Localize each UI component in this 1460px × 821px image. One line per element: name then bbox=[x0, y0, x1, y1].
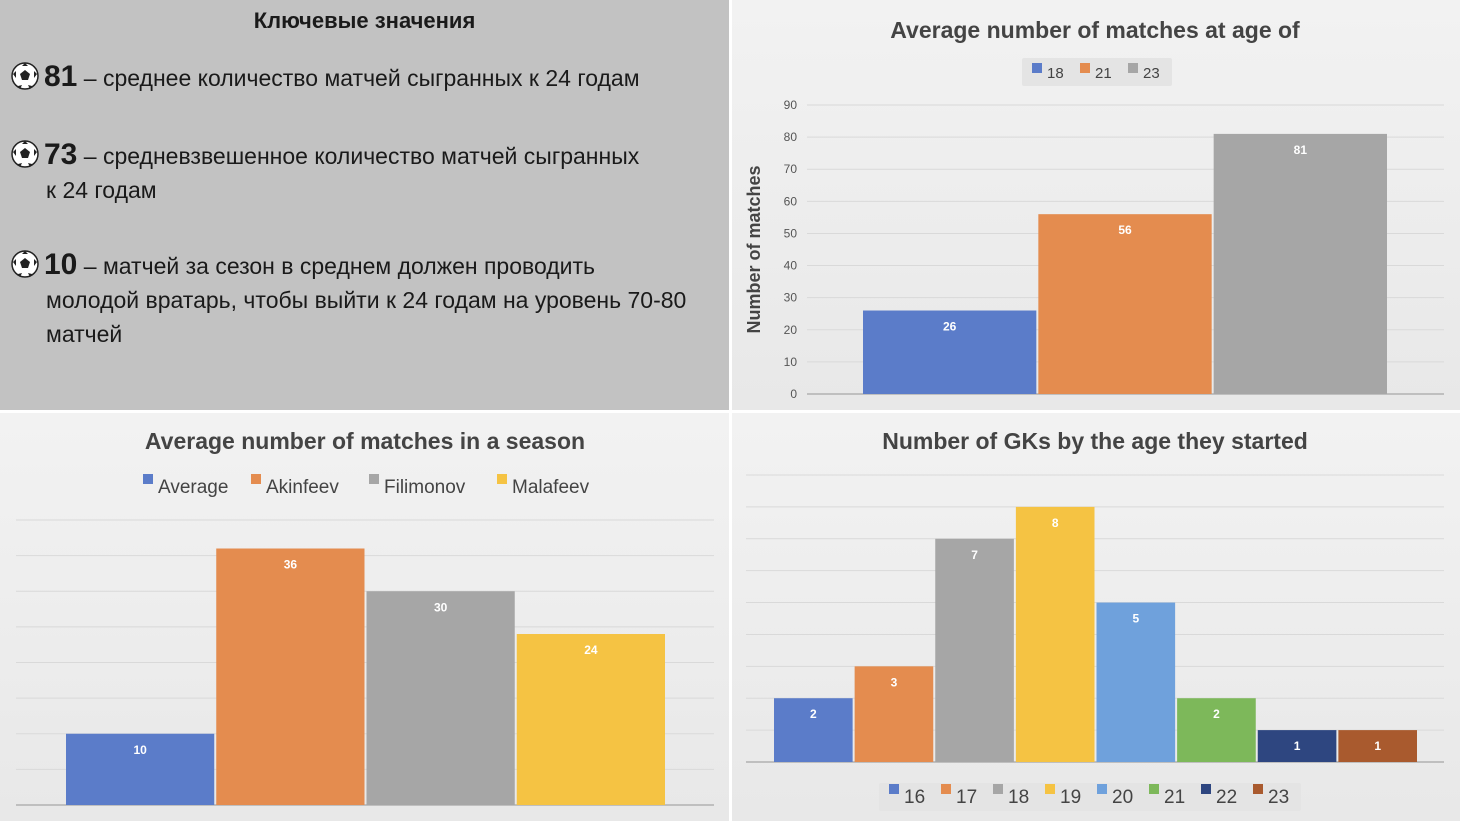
chart-title: Number of GKs by the age they started bbox=[882, 428, 1308, 454]
legend-label: 16 bbox=[904, 787, 925, 808]
y-tick-label: 40 bbox=[784, 259, 798, 273]
key-value-text: – средневзвешенное количество матчей сыг… bbox=[77, 143, 640, 169]
bar-19 bbox=[1015, 506, 1095, 762]
soccer-ball-icon bbox=[11, 250, 39, 278]
key-value-item-3: 10 – матчей за сезон в среднем должен пр… bbox=[10, 248, 710, 351]
bar-18 bbox=[935, 538, 1014, 762]
legend-swatch bbox=[1201, 784, 1211, 794]
legend-label: Malafeev bbox=[512, 477, 590, 498]
legend-swatch bbox=[1045, 784, 1055, 794]
key-value-number: 10 bbox=[44, 248, 78, 281]
data-label: 2 bbox=[1213, 707, 1220, 721]
legend-swatch bbox=[1097, 784, 1107, 794]
data-label: 1 bbox=[1374, 739, 1381, 753]
legend-label: 18 bbox=[1047, 65, 1064, 82]
legend-label: 18 bbox=[1008, 787, 1029, 808]
legend-label: 22 bbox=[1216, 787, 1237, 808]
data-label: 1 bbox=[1294, 739, 1301, 753]
bar-Malafeev bbox=[516, 634, 665, 805]
y-tick-label: 90 bbox=[784, 98, 798, 112]
legend-swatch bbox=[369, 474, 379, 484]
chart-matches-at-age-panel: Average number of matches at age of 0 10 20… bbox=[732, 0, 1460, 410]
y-tick-label: 60 bbox=[784, 194, 798, 208]
chart-matches-per-season: Average number of matches in a season 10 3… bbox=[16, 428, 714, 806]
bar-23 bbox=[1213, 133, 1387, 394]
bar-23 bbox=[1338, 730, 1417, 762]
key-value-text: – среднее количество матчей сыгранных к … bbox=[77, 65, 640, 91]
key-value-number: 73 bbox=[44, 138, 78, 171]
chart-gks-start-age: Number of GKs by the age they started237… bbox=[746, 428, 1444, 811]
chart-matches-per-season-panel: Average number of matches in a season 10 3… bbox=[0, 413, 729, 821]
legend-label: 23 bbox=[1268, 787, 1289, 808]
data-label: 10 bbox=[133, 743, 147, 757]
key-value-continuation: молодой вратарь, чтобы выйти к 24 годам … bbox=[46, 287, 687, 347]
key-values-title: Ключевые значения bbox=[253, 8, 476, 33]
bar-Average bbox=[66, 733, 215, 805]
bar-22 bbox=[1257, 730, 1337, 762]
y-tick-label: 70 bbox=[784, 162, 798, 176]
data-label: 24 bbox=[584, 643, 598, 657]
y-tick-label: 0 bbox=[790, 387, 797, 401]
y-tick-label: 80 bbox=[784, 130, 798, 144]
legend-swatch bbox=[497, 474, 507, 484]
key-values-panel: Ключевые значения 81 – среднее количеств… bbox=[0, 0, 729, 410]
legend-label: Filimonov bbox=[384, 477, 466, 498]
chart-matches-at-age: Average number of matches at age of 0 10 20… bbox=[744, 17, 1444, 401]
key-value-item-2: 73 – средневзвешенное количество матчей … bbox=[10, 138, 710, 207]
data-label: 56 bbox=[1118, 223, 1132, 237]
legend-swatch bbox=[1032, 63, 1042, 73]
bar-17 bbox=[854, 666, 934, 762]
data-label: 3 bbox=[891, 675, 898, 689]
bar-Filimonov bbox=[366, 591, 515, 805]
bar-20 bbox=[1096, 602, 1176, 762]
legend-swatch bbox=[1149, 784, 1159, 794]
key-value-number: 81 bbox=[44, 60, 78, 93]
y-tick-label: 20 bbox=[784, 323, 798, 337]
data-label: 81 bbox=[1294, 143, 1308, 157]
legend-swatch bbox=[889, 784, 899, 794]
data-label: 7 bbox=[971, 548, 978, 562]
legend-label: 21 bbox=[1095, 65, 1112, 82]
bar-Akinfeev bbox=[216, 548, 365, 805]
data-label: 2 bbox=[810, 707, 817, 721]
data-label: 5 bbox=[1132, 612, 1139, 626]
data-label: 26 bbox=[943, 320, 957, 334]
bar-18 bbox=[863, 310, 1037, 394]
legend-label: Akinfeev bbox=[266, 477, 339, 498]
chart-gks-start-age-panel: Number of GKs by the age they started 2 3 7… bbox=[732, 413, 1460, 821]
legend-label: 21 bbox=[1164, 787, 1185, 808]
key-value-item-1: 81 – среднее количество матчей сыгранных… bbox=[10, 60, 710, 95]
legend-swatch bbox=[1128, 63, 1138, 73]
soccer-ball-icon bbox=[11, 140, 39, 168]
key-value-text: – матчей за сезон в среднем должен прово… bbox=[77, 253, 596, 279]
y-tick-label: 10 bbox=[784, 355, 798, 369]
y-axis-label: Number of matches bbox=[744, 165, 764, 333]
y-tick-label: 30 bbox=[784, 291, 798, 305]
legend-label: 23 bbox=[1143, 65, 1160, 82]
bar-21 bbox=[1177, 698, 1256, 762]
legend-label: Average bbox=[158, 477, 228, 498]
data-label: 8 bbox=[1052, 516, 1059, 530]
chart-title: Average number of matches at age of bbox=[890, 17, 1300, 43]
bar-16 bbox=[774, 698, 853, 762]
legend-swatch bbox=[1080, 63, 1090, 73]
legend-box bbox=[879, 783, 1301, 811]
legend-swatch bbox=[251, 474, 261, 484]
legend-label: 17 bbox=[956, 787, 977, 808]
bar-21 bbox=[1038, 214, 1212, 394]
y-tick-label: 50 bbox=[784, 226, 798, 240]
legend-swatch bbox=[1253, 784, 1263, 794]
legend-swatch bbox=[143, 474, 153, 484]
soccer-ball-icon bbox=[11, 62, 39, 90]
legend-label: 19 bbox=[1060, 787, 1081, 808]
data-label: 36 bbox=[284, 558, 298, 572]
key-value-continuation: к 24 годам bbox=[46, 177, 157, 203]
legend-swatch bbox=[993, 784, 1003, 794]
legend-swatch bbox=[941, 784, 951, 794]
data-label: 30 bbox=[434, 600, 448, 614]
chart-title: Average number of matches in a season bbox=[145, 428, 585, 454]
legend-label: 20 bbox=[1112, 787, 1133, 808]
